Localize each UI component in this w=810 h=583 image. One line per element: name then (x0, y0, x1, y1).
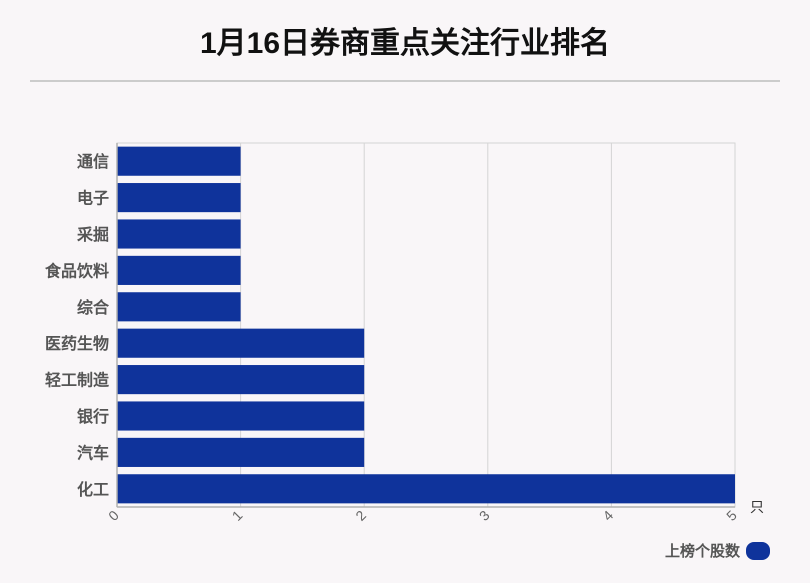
x-tick-label: 4 (599, 507, 616, 524)
category-label: 采掘 (76, 225, 109, 244)
bar-0 (117, 146, 241, 176)
x-tick-label: 2 (352, 507, 369, 524)
legend-label: 上榜个股数 (664, 543, 740, 560)
category-label: 轻工制造 (45, 371, 110, 390)
bar-9 (117, 474, 735, 504)
legend: 上榜个股数 (665, 540, 770, 561)
unit-label: 只 (750, 499, 764, 515)
title-divider (30, 80, 780, 82)
category-label: 银行 (77, 407, 109, 426)
category-label: 电子 (77, 189, 109, 208)
chart-title: 1月16日券商重点关注行业排名 (199, 27, 611, 60)
category-label: 汽车 (77, 443, 109, 462)
x-tick-label: 5 (723, 507, 740, 524)
category-label: 食品饮料 (44, 261, 109, 280)
bar-2 (117, 219, 241, 249)
category-label: 通信 (77, 152, 109, 171)
bar-1 (117, 183, 241, 213)
bar-7 (117, 401, 365, 431)
x-tick-label: 3 (476, 507, 493, 524)
category-label: 医药生物 (45, 334, 109, 353)
bar-3 (117, 255, 241, 285)
x-tick-label: 0 (105, 507, 122, 524)
x-tick-label: 1 (229, 507, 246, 524)
bar-4 (117, 292, 241, 322)
legend-swatch[interactable] (746, 541, 770, 560)
category-label: 综合 (77, 298, 110, 317)
bar-8 (117, 437, 365, 467)
bar-5 (117, 328, 365, 358)
category-label: 化工 (77, 480, 109, 499)
bar-6 (117, 365, 365, 395)
